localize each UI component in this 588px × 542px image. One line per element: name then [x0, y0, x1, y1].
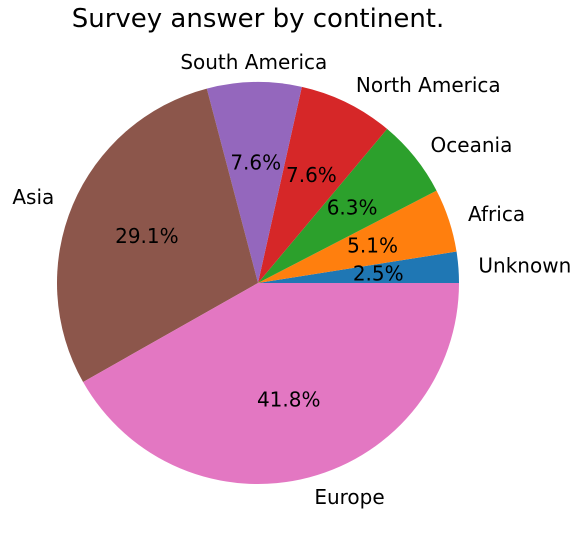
pie-slices [56, 81, 459, 485]
percent-label-north-america: 7.6% [286, 163, 337, 187]
percent-label-unknown: 2.5% [353, 262, 404, 286]
percent-label-africa: 5.1% [347, 233, 398, 257]
percent-label-asia: 29.1% [115, 224, 179, 248]
pie-slice-asia [56, 88, 258, 383]
pie-labels: Unknown 2.5% Africa 5.1% Oceania 6.3% North Am… [12, 50, 571, 509]
pie-slice-europe [83, 283, 459, 485]
pie-slice-north-america [258, 86, 388, 283]
category-label-unknown: Unknown [478, 254, 571, 278]
pie-slice-south-america [206, 81, 302, 283]
percent-label-south-america: 7.6% [230, 150, 281, 174]
pie-slice-unknown [258, 251, 459, 283]
category-label-south-america: South America [180, 50, 327, 74]
chart-title: Survey answer by continent. [72, 4, 445, 34]
category-label-asia: Asia [12, 185, 54, 209]
pie-slice-africa [258, 190, 457, 283]
category-label-oceania: Oceania [431, 133, 513, 157]
percent-label-oceania: 6.3% [327, 196, 378, 220]
pie-slice-oceania [258, 128, 437, 283]
category-label-north-america: North America [356, 73, 501, 97]
category-label-europe: Europe [314, 485, 384, 509]
category-label-africa: Africa [468, 202, 525, 226]
percent-label-europe: 41.8% [257, 388, 321, 412]
